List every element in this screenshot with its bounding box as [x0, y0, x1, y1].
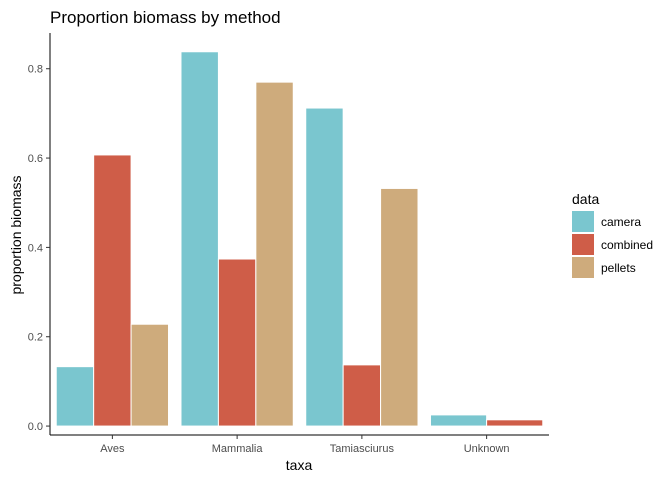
bar-mammalia-combined [217, 258, 257, 427]
y-tick-label: 0.0 [28, 421, 43, 433]
bar-mammalia-camera [180, 51, 219, 427]
y-tick-label: 0.2 [28, 332, 43, 344]
x-tick-label: Unknown [464, 443, 510, 455]
legend-label-combined: combined [601, 238, 653, 252]
bars [55, 51, 544, 427]
bar-aves-camera [55, 366, 95, 427]
x-tick-label: Aves [100, 443, 125, 455]
y-axis: 0.0 0.2 0.4 0.6 0.8 [28, 33, 51, 435]
y-axis-title: proportion biomass [8, 175, 24, 294]
bar-unknown-combined [486, 419, 544, 427]
bar-aves-pellets [130, 323, 170, 427]
legend-key-camera [572, 211, 594, 232]
y-tick-label: 0.8 [28, 64, 43, 76]
legend: data camera combined pellets [572, 191, 653, 278]
x-tick-label: Mammalia [212, 443, 264, 455]
bar-tamiasciurus-pellets [380, 187, 419, 427]
y-tick-label: 0.6 [28, 153, 43, 165]
legend-key-combined [572, 234, 594, 255]
x-axis-title: taxa [286, 457, 313, 473]
legend-label-camera: camera [601, 215, 641, 229]
bar-tamiasciurus-combined [342, 364, 382, 427]
y-tick-label: 0.4 [28, 242, 43, 254]
bar-unknown-camera [429, 414, 488, 427]
legend-label-pellets: pellets [601, 261, 636, 275]
bar-mammalia-pellets [255, 81, 294, 427]
legend-title: data [572, 191, 599, 207]
bar-aves-combined [93, 154, 132, 427]
x-axis: Aves Mammalia Tamiasciurus Unknown [50, 434, 549, 455]
legend-key-pellets [572, 257, 594, 278]
x-tick-label: Tamiasciurus [330, 443, 395, 455]
chart-title: Proportion biomass by method [50, 8, 281, 27]
bar-tamiasciurus-camera [305, 107, 344, 427]
